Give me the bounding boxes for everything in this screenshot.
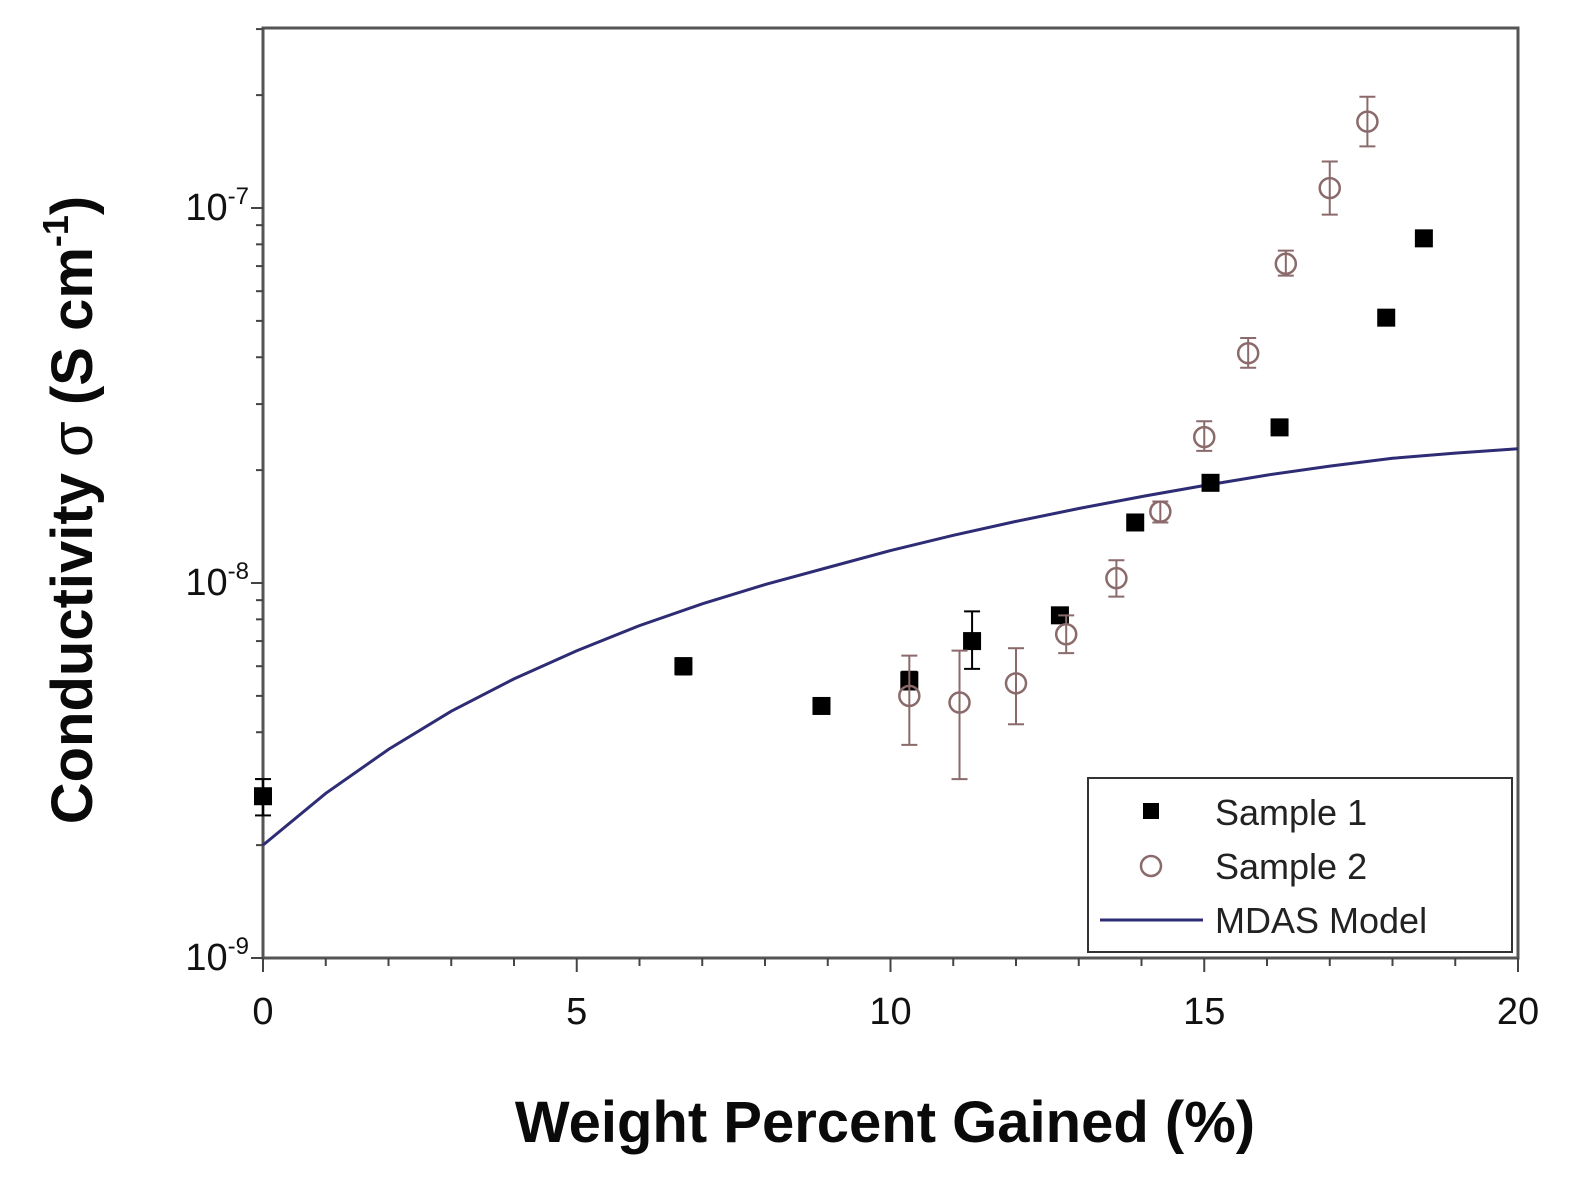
y-axis-title-unit-close: ) — [40, 196, 105, 215]
sample-2-point — [1149, 500, 1172, 524]
sample-2-marker — [1193, 425, 1216, 449]
sample-2-point — [898, 654, 921, 746]
y-tick-label: 10-8 — [185, 558, 249, 604]
sample-1-point — [1270, 418, 1289, 437]
sample-1-marker — [1377, 308, 1396, 327]
y-tick-label: 10-7 — [185, 183, 249, 229]
x-tick-label: 0 — [252, 991, 273, 1033]
sample-1-marker — [674, 657, 693, 676]
sample-1-marker — [1414, 229, 1433, 248]
sample-1-point — [1377, 308, 1396, 327]
legend-label-sample-2: Sample 2 — [1215, 846, 1367, 887]
sample-1-marker — [1201, 473, 1220, 492]
sample-2-marker — [948, 691, 971, 714]
y-axis-title-main: Conductivity — [40, 457, 105, 824]
legend-marker-sample-1 — [1143, 803, 1159, 819]
y-axis-title-unit: (S cm — [40, 247, 105, 421]
data-points-layer — [254, 95, 1433, 817]
sample-1-point — [1414, 229, 1433, 248]
sample-2-marker — [898, 684, 921, 708]
x-tick-labels: 0 5 10 15 20 — [252, 991, 1539, 1033]
sample-1-point — [1126, 513, 1145, 532]
sample-2-point — [1274, 249, 1298, 277]
model-curve-layer — [262, 447, 1519, 847]
sample-2-point — [1054, 614, 1078, 655]
sample-1-marker — [963, 632, 982, 651]
legend-label-model: MDAS Model — [1215, 900, 1427, 941]
x-tick-label: 10 — [869, 991, 911, 1033]
sample-1-marker — [1270, 418, 1289, 437]
x-tick-label: 15 — [1183, 991, 1225, 1033]
sample-2-point — [1193, 420, 1216, 452]
sample-2-point — [1236, 337, 1260, 369]
sample-2-marker — [1004, 672, 1028, 695]
x-tick-label: 20 — [1497, 991, 1539, 1033]
sample-2-point — [1105, 559, 1128, 598]
sample-2-point — [1004, 647, 1028, 726]
y-tick-label: 10-9 — [185, 933, 249, 979]
x-axis-title: Weight Percent Gained (%) — [515, 1090, 1255, 1155]
sample-1-point — [812, 696, 831, 715]
sample-2-point — [1318, 160, 1341, 216]
sample-2-marker — [1236, 341, 1260, 365]
y-axis-title-symbol: σ — [40, 421, 105, 457]
y-axis-title-unit-exp: -1 — [35, 215, 76, 247]
sample-2-marker — [1149, 500, 1172, 523]
y-axis-title: Conductivity σ (S cm-1) — [35, 196, 105, 825]
sample-1-point — [963, 610, 982, 670]
sample-2-marker — [1274, 252, 1298, 276]
sample-1-point — [254, 778, 272, 817]
sample-1-point — [1201, 473, 1220, 492]
x-tick-label: 5 — [566, 991, 587, 1033]
sample-1-marker — [254, 787, 272, 806]
sample-2-point — [1356, 95, 1379, 148]
legend: Sample 1 Sample 2 MDAS Model — [1087, 777, 1513, 953]
legend-label-sample-1: Sample 1 — [1215, 792, 1367, 833]
sample-1-point — [674, 657, 693, 676]
sample-2-marker — [1054, 623, 1078, 646]
sample-1-marker — [812, 696, 831, 715]
legend-marker-sample-2 — [1139, 854, 1163, 878]
sample-2-marker — [1105, 566, 1128, 590]
mdas-model-line — [262, 447, 1519, 847]
sample-2-marker — [1318, 176, 1341, 200]
sample-2-marker — [1356, 110, 1379, 133]
y-tick-labels: 10-9 10-8 10-7 — [185, 183, 249, 979]
sample-2-point — [948, 649, 971, 781]
sample-1-marker — [1126, 513, 1145, 532]
